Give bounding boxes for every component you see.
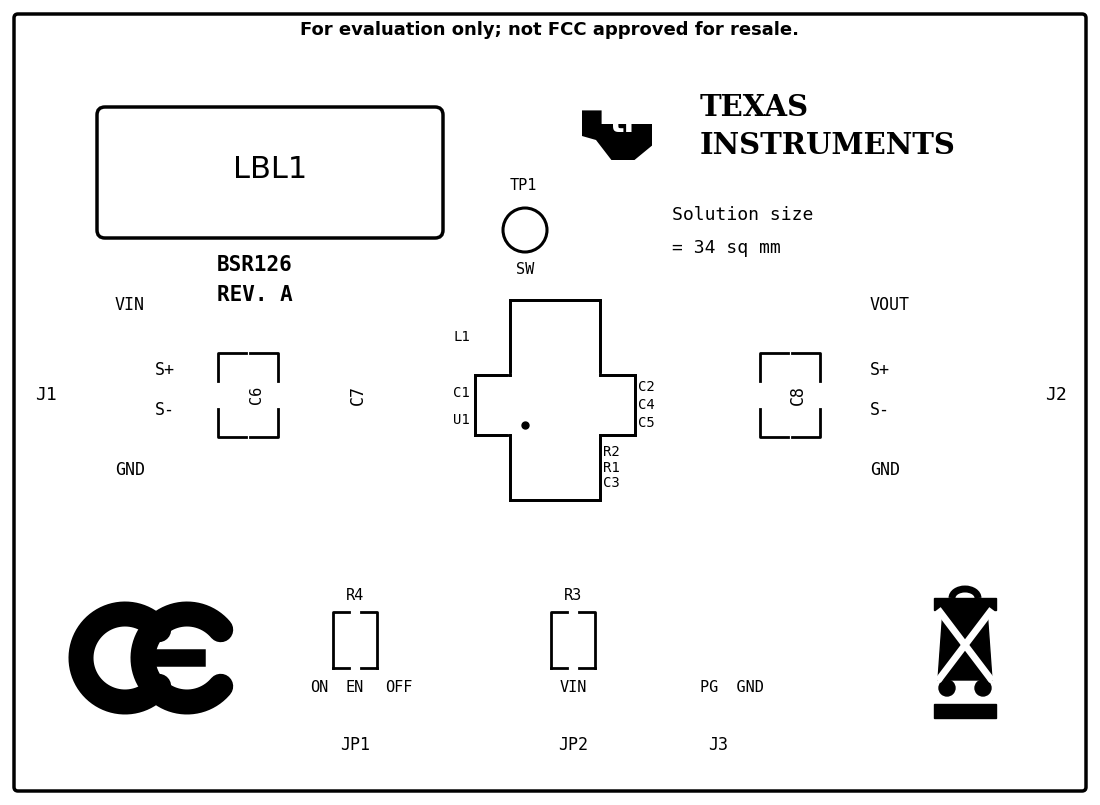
- Text: BSR126: BSR126: [217, 255, 293, 275]
- FancyBboxPatch shape: [97, 107, 443, 238]
- Text: S+: S+: [155, 361, 175, 379]
- Polygon shape: [934, 704, 996, 718]
- Text: EN: EN: [345, 680, 364, 696]
- Text: R1: R1: [603, 460, 619, 474]
- Text: JP2: JP2: [558, 736, 589, 754]
- Text: J2: J2: [1045, 386, 1067, 404]
- Text: PG  GND: PG GND: [700, 680, 763, 696]
- Text: C3: C3: [603, 476, 619, 490]
- Text: SW: SW: [516, 262, 535, 278]
- Text: L1: L1: [453, 331, 470, 345]
- Text: ON: ON: [310, 680, 328, 696]
- Text: LBL1: LBL1: [233, 155, 307, 184]
- Text: J3: J3: [708, 736, 728, 754]
- Text: C2: C2: [638, 380, 654, 394]
- Text: Solution size: Solution size: [672, 206, 813, 224]
- Text: TEXAS: TEXAS: [700, 93, 810, 122]
- Text: C6: C6: [249, 386, 264, 404]
- Text: J1: J1: [35, 386, 57, 404]
- Text: GND: GND: [870, 461, 900, 479]
- Text: ti: ti: [610, 109, 635, 138]
- Text: JP1: JP1: [340, 736, 370, 754]
- Text: R2: R2: [603, 445, 619, 459]
- Circle shape: [975, 680, 991, 696]
- Polygon shape: [938, 610, 992, 680]
- Text: C8: C8: [789, 385, 807, 405]
- Text: S-: S-: [870, 401, 890, 419]
- Text: GND: GND: [116, 461, 145, 479]
- Text: REV. A: REV. A: [217, 285, 293, 305]
- Text: VOUT: VOUT: [870, 296, 910, 314]
- Text: S+: S+: [870, 361, 890, 379]
- Text: INSTRUMENTS: INSTRUMENTS: [700, 130, 956, 159]
- Circle shape: [503, 208, 547, 252]
- Text: C5: C5: [638, 416, 654, 430]
- Text: TP1: TP1: [510, 177, 538, 192]
- Text: OFF: OFF: [385, 680, 412, 696]
- Polygon shape: [934, 598, 996, 610]
- Text: C7: C7: [349, 385, 367, 405]
- Text: U1: U1: [453, 413, 470, 427]
- Text: S-: S-: [155, 401, 175, 419]
- Text: R4: R4: [345, 588, 364, 602]
- FancyBboxPatch shape: [14, 14, 1086, 791]
- Text: VIN: VIN: [116, 296, 145, 314]
- Text: C1: C1: [453, 386, 470, 400]
- Text: VIN: VIN: [559, 680, 586, 696]
- Circle shape: [939, 680, 955, 696]
- Text: Ⓒ€: Ⓒ€: [160, 659, 161, 661]
- Text: R3: R3: [564, 588, 582, 602]
- Text: For evaluation only; not FCC approved for resale.: For evaluation only; not FCC approved fo…: [300, 21, 800, 39]
- Polygon shape: [582, 80, 652, 160]
- Text: = 34 sq mm: = 34 sq mm: [672, 239, 781, 257]
- Text: C4: C4: [638, 398, 654, 412]
